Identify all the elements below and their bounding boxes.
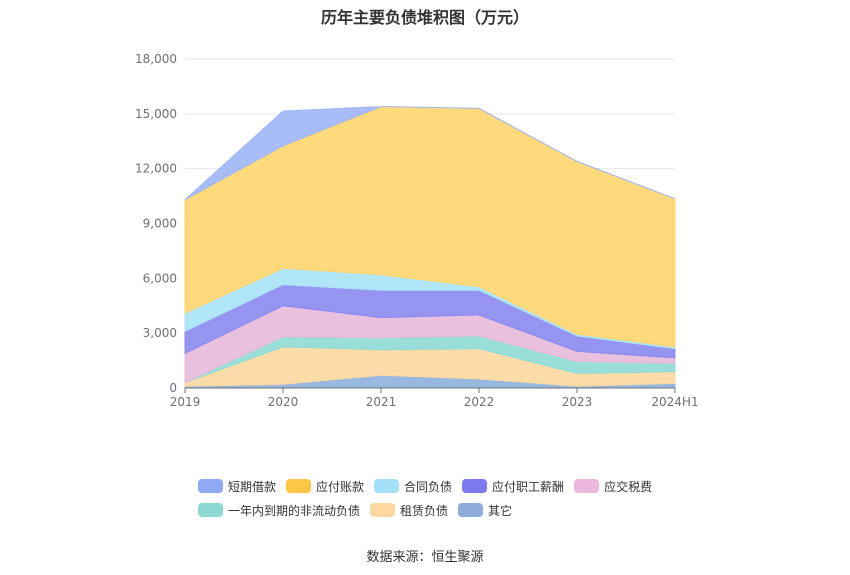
legend-swatch xyxy=(574,479,600,493)
legend-swatch xyxy=(462,479,488,493)
legend: 短期借款 应付账款 合同负债 应付职工薪酬 应交税费 一年内到期的非流动负债 租赁负债 其它 xyxy=(198,474,678,522)
y-tick-label: 9,000 xyxy=(143,217,177,231)
area-layer xyxy=(184,105,676,389)
legend-label: 应交税费 xyxy=(604,479,653,494)
axis-layer: 0 3,000 6,000 9,000 12,000 15,000 18,000 2019 20… xyxy=(135,52,699,409)
y-tick-label: 3,000 xyxy=(143,326,177,340)
legend-item[interactable]: 应付账款 xyxy=(286,478,364,495)
legend-label: 短期借款 xyxy=(228,479,277,494)
legend-row-1: 短期借款 应付账款 合同负债 应付职工薪酬 应交税费 xyxy=(198,474,678,498)
legend-swatch xyxy=(374,479,400,493)
legend-swatch xyxy=(198,503,223,517)
area-series xyxy=(184,105,676,201)
legend-item[interactable]: 租赁负债 xyxy=(370,502,448,519)
y-tick-label: 0 xyxy=(169,381,177,395)
x-tick-label: 2023 xyxy=(562,395,593,409)
legend-label: 应付账款 xyxy=(316,479,365,494)
x-tick-label: 2019 xyxy=(170,395,201,409)
legend-label: 一年内到期的非流动负债 xyxy=(228,503,361,518)
x-tick-label: 2021 xyxy=(366,395,397,409)
x-tick-label: 2022 xyxy=(464,395,495,409)
legend-label: 合同负债 xyxy=(404,479,453,494)
x-tick-label: 2020 xyxy=(268,395,299,409)
legend-swatch xyxy=(198,479,223,493)
x-tick-label: 2024H1 xyxy=(651,395,698,409)
y-tick-label: 12,000 xyxy=(135,162,177,176)
legend-label: 其它 xyxy=(488,503,513,518)
legend-swatch xyxy=(286,479,312,493)
legend-row-2: 一年内到期的非流动负债 租赁负债 其它 xyxy=(198,498,678,522)
legend-item[interactable]: 应付职工薪酬 xyxy=(462,478,564,495)
legend-item[interactable]: 短期借款 xyxy=(198,478,276,495)
legend-item[interactable]: 一年内到期的非流动负债 xyxy=(198,502,360,519)
legend-item[interactable]: 应交税费 xyxy=(574,478,652,495)
legend-item[interactable]: 合同负债 xyxy=(374,478,452,495)
legend-label: 租赁负债 xyxy=(400,503,449,518)
legend-swatch xyxy=(458,503,484,517)
y-tick-label: 18,000 xyxy=(135,52,177,66)
y-tick-label: 15,000 xyxy=(135,107,177,121)
y-tick-label: 6,000 xyxy=(143,271,177,285)
source-note: 数据来源：恒生聚源 xyxy=(366,550,484,565)
legend-label: 应付职工薪酬 xyxy=(492,479,565,494)
legend-swatch xyxy=(370,503,396,517)
chart-title: 历年主要负债堆积图（万元） xyxy=(320,8,529,27)
legend-item[interactable]: 其它 xyxy=(458,502,512,519)
